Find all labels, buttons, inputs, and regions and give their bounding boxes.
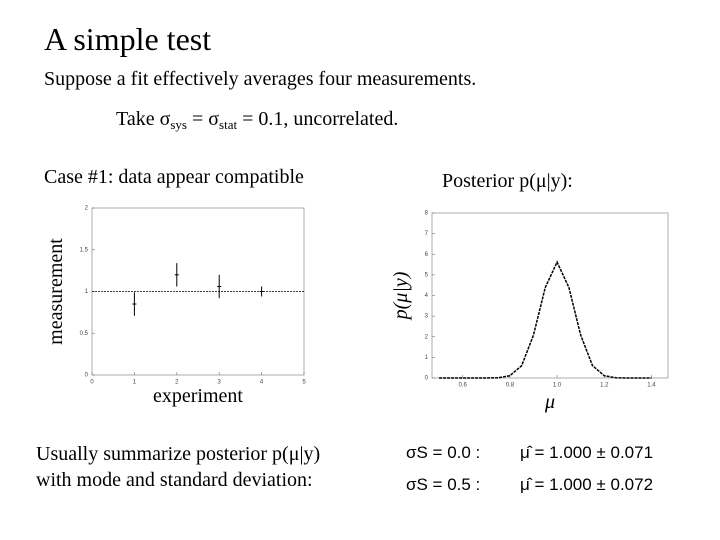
y-tick-label: 8	[425, 211, 429, 217]
result-condition: σS = 0.5 :	[406, 475, 480, 494]
y-tick-label: 0	[425, 376, 429, 382]
y-tick-label: 1	[85, 289, 89, 295]
result-condition: σS = 0.0 :	[406, 443, 480, 462]
y-tick-label: 4	[425, 293, 429, 299]
x-tick-label: 5	[302, 380, 306, 386]
x-tick-label: 1.4	[647, 383, 656, 389]
y-tick-label: 1.5	[80, 247, 89, 253]
y-tick-label: 0	[85, 373, 89, 379]
text-run: = σ	[187, 108, 219, 130]
x-tick-label: 1.0	[553, 383, 562, 389]
result-value: μ̂ = 1.000 ± 0.072	[520, 475, 653, 494]
posterior-label: Posterior p(μ|y):	[442, 170, 573, 192]
text-run: = 0.1, uncorrelated.	[237, 108, 398, 130]
x-tick-label: 2	[175, 380, 179, 386]
text-line: Take σsys = σstat = 0.1, uncorrelated.	[116, 108, 398, 132]
y-axis-label: measurement	[45, 238, 67, 345]
x-tick-label: 1.2	[600, 383, 609, 389]
x-axis-label: μ	[544, 391, 555, 413]
y-tick-label: 2	[425, 334, 429, 340]
y-tick-label: 3	[425, 314, 429, 320]
result-value: μ̂ = 1.000 ± 0.071	[520, 443, 653, 462]
text-line: Suppose a fit effectively averages four …	[44, 68, 476, 90]
summary-line: Usually summarize posterior p(μ|y)	[36, 443, 320, 465]
x-tick-label: 4	[260, 380, 264, 386]
y-tick-label: 0.5	[80, 331, 89, 337]
slide-title: A simple test	[44, 21, 211, 57]
x-tick-label: 1	[133, 380, 137, 386]
y-tick-label: 6	[425, 252, 429, 258]
subscript: sys	[170, 117, 187, 132]
case-label: Case #1: data appear compatible	[44, 166, 304, 188]
x-tick-label: 0	[90, 380, 94, 386]
y-tick-label: 1	[425, 355, 429, 361]
y-tick-label: 2	[85, 206, 89, 212]
summary-line: with mode and standard deviation:	[36, 469, 313, 491]
x-tick-label: 3	[218, 380, 222, 386]
y-tick-label: 5	[425, 272, 429, 278]
y-tick-label: 7	[425, 231, 429, 237]
x-tick-label: 0.6	[459, 383, 468, 389]
curve	[439, 260, 652, 379]
x-axis-label: experiment	[153, 385, 243, 407]
y-axis-label: p(μ|y)	[390, 271, 412, 321]
text-run: Take σ	[116, 108, 171, 130]
x-tick-label: 0.8	[506, 383, 515, 389]
subscript: stat	[219, 117, 237, 132]
plot-frame	[431, 212, 669, 379]
